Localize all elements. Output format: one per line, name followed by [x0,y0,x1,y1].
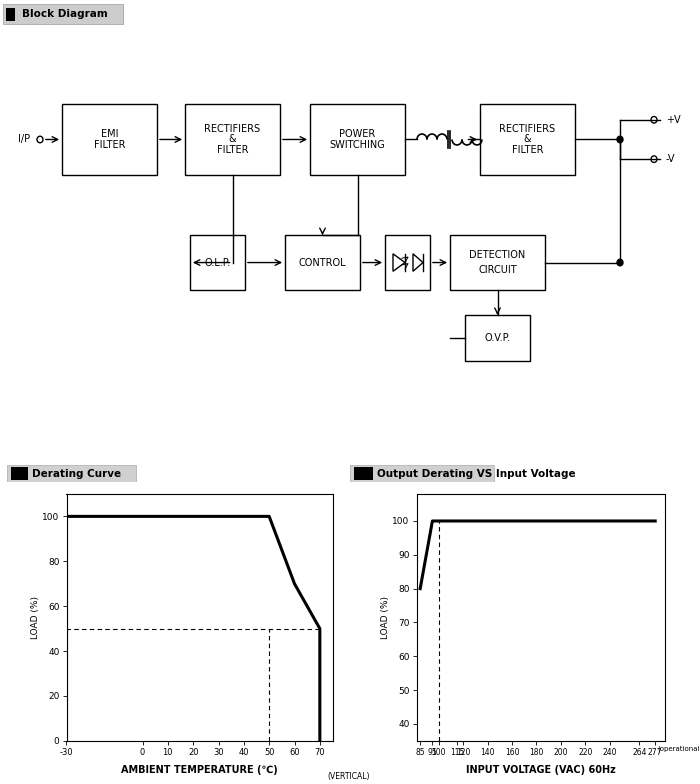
Bar [465,315,530,361]
Text: FILTER: FILTER [512,145,543,155]
Bar [285,235,360,290]
Text: CONTROL: CONTROL [299,258,346,267]
Text: -V: -V [666,154,675,164]
Text: CIRCUIT: CIRCUIT [478,265,517,275]
Text: FILTER: FILTER [94,140,125,150]
Text: SWITCHING: SWITCHING [330,140,386,150]
Text: FILTER: FILTER [217,145,248,155]
Text: DETECTION: DETECTION [470,250,526,260]
Text: O.V.P.: O.V.P. [484,333,510,343]
FancyBboxPatch shape [7,465,136,482]
Text: RECTIFIERS: RECTIFIERS [499,124,556,133]
Text: Output Derating VS Input Voltage: Output Derating VS Input Voltage [377,469,576,478]
Text: EMI: EMI [101,129,118,139]
Bar [3,5,123,24]
X-axis label: INPUT VOLTAGE (VAC) 60Hz: INPUT VOLTAGE (VAC) 60Hz [466,765,615,775]
Text: &: & [229,135,237,144]
Text: +V: +V [666,114,680,125]
Bar [480,104,575,175]
Text: (VERTICAL): (VERTICAL) [328,772,370,782]
Bar [190,235,245,290]
Bar [6,8,15,21]
Bar [354,467,373,480]
Circle shape [617,136,623,143]
Text: I/P: I/P [18,135,30,144]
Bar [10,467,27,480]
Text: POWER: POWER [340,129,376,139]
Text: RECTIFIERS: RECTIFIERS [204,124,260,133]
Bar [385,235,430,290]
Text: O.L.P.: O.L.P. [204,258,230,267]
Y-axis label: LOAD (%): LOAD (%) [381,596,389,639]
Y-axis label: LOAD (%): LOAD (%) [31,596,39,639]
X-axis label: AMBIENT TEMPERATURE (℃): AMBIENT TEMPERATURE (℃) [121,765,278,775]
Text: &: & [524,135,531,144]
Bar [310,104,405,175]
Bar [62,104,157,175]
Bar [450,235,545,290]
Text: Derating Curve: Derating Curve [32,469,121,478]
Text: Block Diagram: Block Diagram [22,9,108,20]
Circle shape [617,260,623,266]
Text: (operational): (operational) [658,746,700,753]
FancyBboxPatch shape [350,465,494,482]
Bar [185,104,280,175]
